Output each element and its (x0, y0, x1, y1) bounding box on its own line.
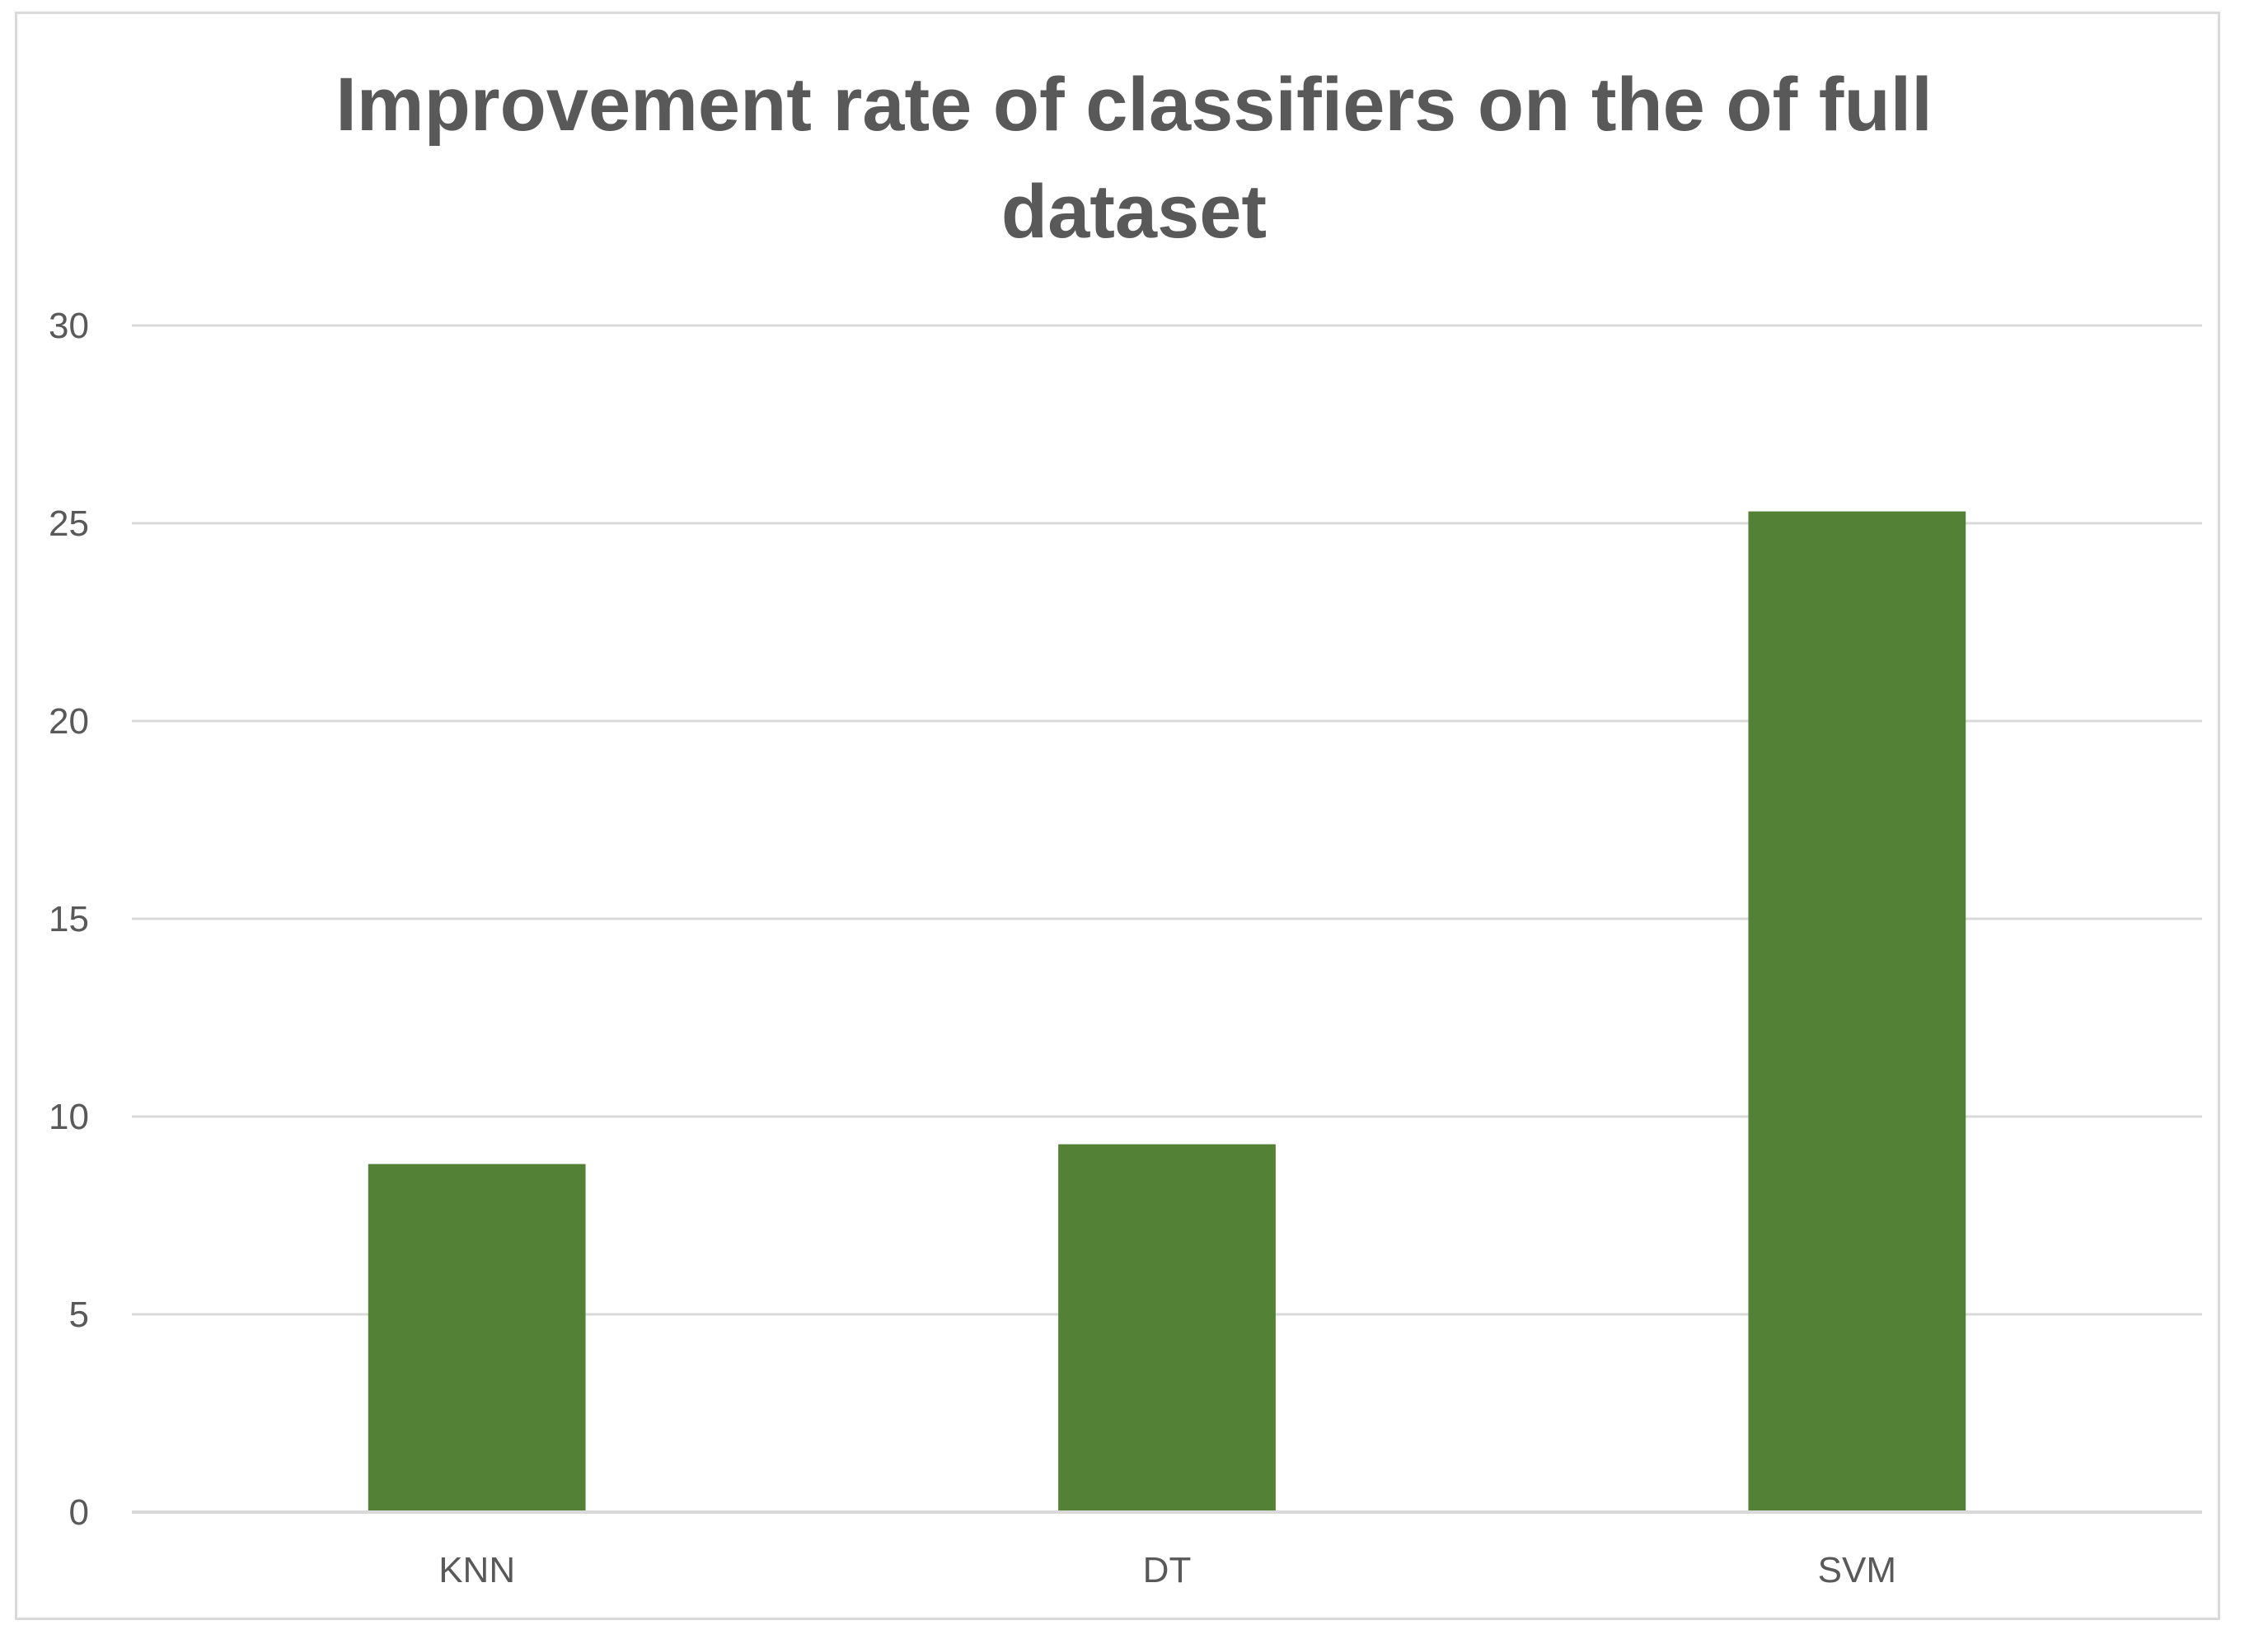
y-tick-label: 15 (49, 899, 89, 939)
y-tick-label: 5 (69, 1295, 89, 1335)
x-tick-label-knn: KNN (438, 1550, 515, 1590)
bars (368, 511, 1966, 1512)
x-tick-label-dt: DT (1143, 1550, 1192, 1590)
y-tick-label: 30 (49, 306, 89, 346)
bar-knn (368, 1164, 586, 1512)
bar-dt (1058, 1144, 1276, 1512)
bar-svm (1748, 511, 1966, 1512)
chart-title-line-1: Improvement rate of classifiers on the o… (335, 63, 1933, 147)
y-tick-label: 20 (49, 701, 89, 742)
y-tick-label: 10 (49, 1097, 89, 1137)
x-axis-tick-labels: KNN DT SVM (438, 1550, 1896, 1590)
y-tick-label: 0 (69, 1492, 89, 1533)
x-tick-label-svm: SVM (1818, 1550, 1896, 1590)
chart-title-line-2: dataset (1001, 170, 1267, 254)
y-tick-label: 25 (49, 503, 89, 544)
y-axis-tick-labels: 0 5 10 15 20 25 30 (49, 306, 89, 1533)
